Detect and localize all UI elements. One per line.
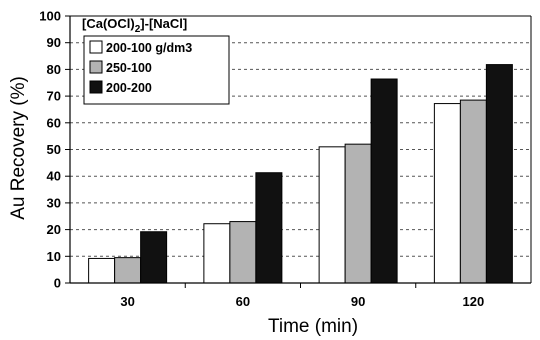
bar [370, 78, 398, 284]
legend-label: 250-100 [106, 61, 152, 75]
bar [318, 146, 346, 284]
x-tick-labels: 30 60 90 120 [120, 283, 484, 309]
bar [88, 257, 116, 284]
bar [255, 172, 283, 284]
bar [485, 64, 513, 284]
y-tick-label: 10 [47, 249, 61, 264]
y-tick-labels: 0 10 20 30 40 50 60 70 80 90 100 [39, 9, 70, 291]
x-tick-label: 60 [236, 294, 250, 309]
bar [140, 231, 168, 284]
y-tick-label: 60 [47, 115, 61, 130]
bar [459, 99, 487, 284]
legend-title-subscript: 2 [135, 24, 141, 35]
y-tick-label: 30 [47, 195, 61, 210]
legend-box [83, 35, 230, 105]
y-tick-label: 50 [47, 142, 61, 157]
legend-swatch [89, 60, 103, 74]
legend-swatch [89, 80, 103, 94]
bar [114, 257, 142, 284]
legend-items: 200-100 g/dm3 250-100 200-200 [89, 40, 192, 95]
y-tick-label: 40 [47, 169, 61, 184]
y-tick-label: 90 [47, 35, 61, 50]
bar [344, 143, 372, 284]
legend-title: [Ca(OCl)2]-[NaCl] [82, 16, 187, 35]
x-tick-label: 90 [351, 294, 365, 309]
legend-title-main: [Ca(OCl) [82, 16, 135, 31]
legend-label: 200-200 [106, 81, 152, 95]
y-tick-label: 80 [47, 62, 61, 77]
y-tick-label: 70 [47, 89, 61, 104]
x-axis-title: Time (min) [268, 316, 358, 337]
legend: [Ca(OCl)2]-[NaCl] 200-100 g/dm3250-10020… [82, 16, 230, 105]
y-tick-label: 0 [54, 276, 61, 291]
x-tick-label: 30 [120, 294, 134, 309]
y-axis-title: Au Recovery (%) [8, 76, 29, 220]
y-tick-label: 100 [39, 9, 61, 24]
x-tick-label: 120 [463, 294, 485, 309]
bar [203, 223, 231, 284]
legend-label: 200-100 g/dm3 [106, 41, 192, 55]
y-tick-label: 20 [47, 222, 61, 237]
bar [433, 103, 461, 284]
bar [229, 221, 257, 284]
legend-title-tail: ]-[NaCl] [140, 16, 187, 31]
legend-swatch [89, 40, 103, 54]
bars [88, 64, 513, 284]
